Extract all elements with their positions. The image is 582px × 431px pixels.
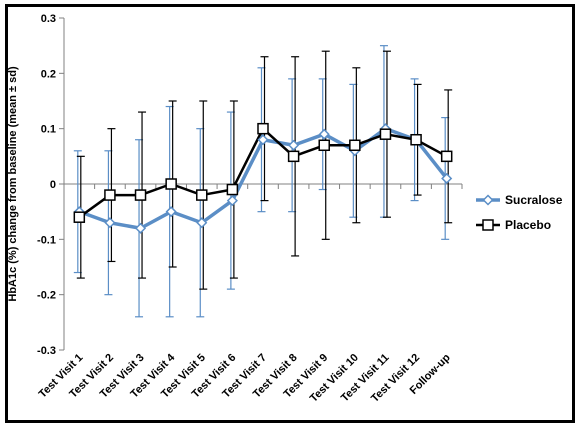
- y-tick-label: 0.2: [41, 68, 56, 80]
- placebo-marker: [73, 211, 86, 223]
- sucralose-marker: [165, 206, 177, 218]
- placebo-marker: [134, 189, 147, 201]
- sucralose-marker: [196, 217, 208, 229]
- sucralose-marker: [134, 222, 147, 234]
- chart-frame: [5, 4, 575, 423]
- y-tick-label: 0: [50, 179, 56, 191]
- placebo-marker: [410, 133, 422, 146]
- legend-sucralose-marker: [482, 194, 494, 206]
- sucralose-marker: [441, 172, 453, 185]
- y-tick-label: -0.2: [37, 290, 56, 302]
- sucralose-marker: [257, 134, 269, 146]
- y-tick-label: 0.3: [41, 13, 56, 25]
- placebo-marker: [226, 183, 239, 196]
- series-markers: [73, 122, 453, 234]
- placebo-marker: [379, 128, 392, 140]
- legend: Sucralose Placebo: [476, 193, 563, 232]
- sucralose-marker: [226, 195, 238, 207]
- y-tick-label: -0.1: [37, 234, 56, 246]
- y-tick-label: -0.3: [37, 345, 56, 357]
- axes: [59, 17, 463, 351]
- placebo-marker: [440, 150, 453, 163]
- placebo-marker: [104, 189, 116, 201]
- y-tick-label: 0.1: [41, 124, 56, 136]
- sucralose-marker: [318, 128, 330, 140]
- placebo-marker: [349, 139, 361, 152]
- y-axis-label: HbA1c (%) change from baseline (mean ± s…: [7, 66, 19, 302]
- placebo-marker: [287, 150, 300, 163]
- legend-sucralose-label: Sucralose: [505, 193, 563, 207]
- placebo-marker: [196, 189, 208, 201]
- error-bars: [73, 45, 453, 318]
- legend-placebo-label: Placebo: [505, 218, 551, 232]
- placebo-marker: [257, 122, 269, 135]
- sucralose-marker: [104, 217, 116, 229]
- sucralose-marker: [288, 139, 300, 151]
- placebo-marker: [165, 178, 177, 190]
- legend-placebo-marker: [482, 219, 494, 231]
- y-tick-labels: 0.3 0.2 0.1 0 -0.1 -0.2 -0.3: [37, 13, 56, 357]
- placebo-marker: [318, 139, 330, 152]
